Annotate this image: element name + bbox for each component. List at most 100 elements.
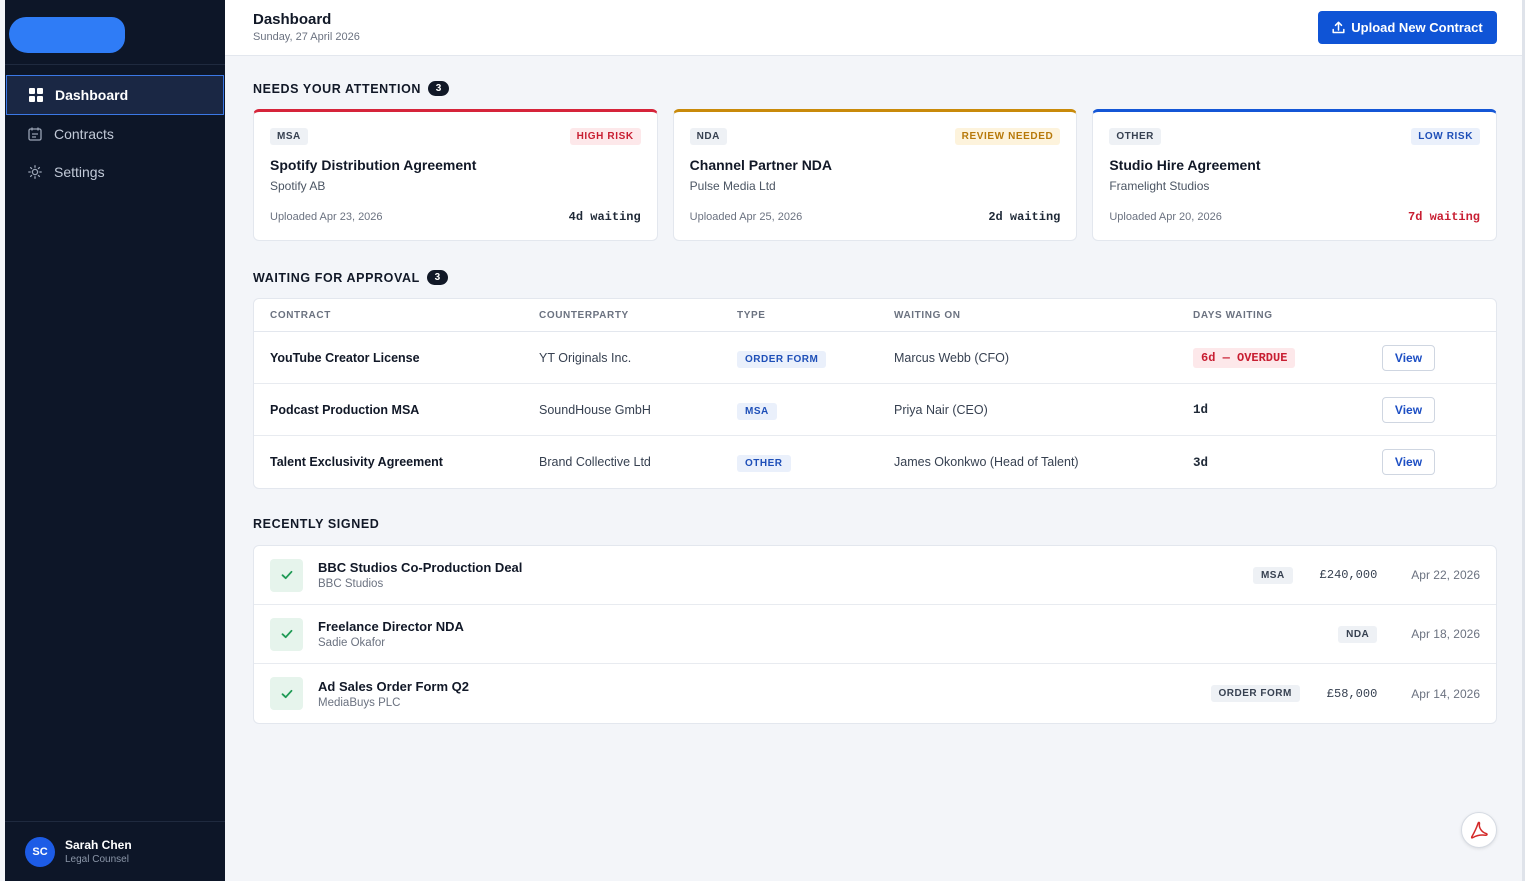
page-date: Sunday, 27 April 2026 [253,31,360,43]
risk-badge: REVIEW NEEDED [954,128,1061,145]
sidebar-item-label: Contracts [54,126,114,142]
approval-section-title: WAITING FOR APPROVAL 3 [253,270,448,285]
sidebar: Dashboard Contracts Settings SC Sarah Ch… [5,0,225,881]
user-name: Sarah Chen [65,838,132,852]
signed-date: Apr 22, 2026 [1411,568,1480,582]
sidebar-item-label: Dashboard [55,87,129,103]
type-tag: ORDER FORM [1210,685,1300,702]
calendar-icon [27,126,43,142]
section-heading: WAITING FOR APPROVAL [253,270,420,285]
view-button[interactable]: View [1382,449,1435,475]
list-item[interactable]: Freelance Director NDA Sadie Okafor NDA … [254,605,1496,664]
card-title: Spotify Distribution Agreement [270,157,477,173]
attention-cards: MSA HIGH RISK Spotify Distribution Agree… [253,109,1498,241]
table-row: YouTube Creator License YT Originals Inc… [254,332,1496,384]
attention-card[interactable]: NDA REVIEW NEEDED Channel Partner NDA Pu… [672,109,1078,241]
user-profile[interactable]: SC Sarah Chen Legal Counsel [5,821,225,881]
contract-type-tag: OTHER [1109,128,1161,145]
upload-button-label: Upload New Contract [1351,20,1483,35]
uploaded-date: Uploaded Apr 20, 2026 [1109,211,1222,223]
sidebar-item-settings[interactable]: Settings [5,153,225,191]
section-heading: RECENTLY SIGNED [253,517,380,531]
view-button[interactable]: View [1382,344,1435,371]
signed-title: Freelance Director NDA [318,619,464,634]
avatar: SC [25,836,55,867]
redacted-logo [9,17,125,53]
card-title: Channel Partner NDA [689,157,833,173]
uploaded-date: Uploaded Apr 23, 2026 [270,211,383,223]
counterparty: YT Originals Inc. [539,350,632,365]
signed-company: MediaBuys PLC [318,696,401,709]
uploaded-date: Uploaded Apr 25, 2026 [689,211,803,223]
days-waiting: 3d [1193,455,1209,470]
attention-card[interactable]: MSA HIGH RISK Spotify Distribution Agree… [253,109,658,241]
card-title: Studio Hire Agreement [1109,157,1261,173]
waiting-on: Priya Nair (CEO) [894,402,988,417]
type-tag: ORDER FORM [737,350,827,368]
column-header: DAYS WAITING [1193,309,1273,321]
view-button[interactable]: View [1382,396,1435,423]
contract-name: Talent Exclusivity Agreement [270,455,443,469]
waiting-on: James Okonkwo (Head of Talent) [894,455,1079,469]
count-badge: 3 [428,81,450,96]
list-item[interactable]: Ad Sales Order Form Q2 MediaBuys PLC ORD… [254,664,1496,723]
waiting-on: Marcus Webb (CFO) [894,350,1010,365]
contract-name: Podcast Production MSA [270,402,420,417]
upload-contract-button[interactable]: Upload New Contract [1318,11,1497,44]
column-header: COUNTERPARTY [539,309,629,321]
card-company: Framelight Studios [1109,179,1210,193]
counterparty: Brand Collective Ltd [539,455,651,469]
section-heading: NEEDS YOUR ATTENTION [253,81,422,96]
page-header: Dashboard Sunday, 27 April 2026 Upload N… [225,0,1525,56]
count-badge: 3 [426,270,448,285]
contract-type-tag: MSA [270,128,308,145]
approval-table: CONTRACT COUNTERPARTY TYPE WAITING ON DA… [253,298,1497,489]
signed-section-title: RECENTLY SIGNED [253,517,379,531]
contract-name: YouTube Creator License [270,350,420,365]
sun-gear-icon [27,164,43,180]
waiting-time: 4d waiting [568,210,641,224]
card-company: Pulse Media Ltd [689,179,776,193]
recently-signed-list: BBC Studios Co-Production Deal BBC Studi… [253,545,1497,724]
user-role: Legal Counsel [65,854,129,865]
sidebar-nav: Dashboard Contracts Settings [5,65,225,191]
check-icon [270,677,303,710]
check-icon [270,558,303,592]
scrollbar-track[interactable] [1522,0,1525,881]
column-header: CONTRACT [270,309,331,321]
sidebar-item-contracts[interactable]: Contracts [5,115,225,153]
overdue-badge: 6d — OVERDUE [1193,348,1296,368]
table-row: Podcast Production MSA SoundHouse GmbH M… [254,384,1496,436]
main-content: Dashboard Sunday, 27 April 2026 Upload N… [225,0,1525,881]
type-tag: NDA [1338,625,1378,643]
check-icon [270,617,303,651]
pdf-button[interactable] [1461,812,1497,848]
sidebar-item-dashboard[interactable]: Dashboard [6,75,224,115]
contract-type-tag: NDA [689,128,727,145]
table-row: Talent Exclusivity Agreement Brand Colle… [254,436,1496,488]
signed-company: BBC Studios [318,578,384,590]
risk-badge: HIGH RISK [569,128,641,145]
column-header: WAITING ON [894,309,961,321]
attention-section-title: NEEDS YOUR ATTENTION 3 [253,81,450,96]
list-item[interactable]: BBC Studios Co-Production Deal BBC Studi… [254,546,1496,605]
type-tag: MSA [1252,566,1293,584]
waiting-time: 2d waiting [988,210,1061,224]
waiting-time: 7d waiting [1408,210,1481,224]
signed-title: BBC Studios Co-Production Deal [318,560,523,575]
pdf-icon [1470,821,1488,839]
card-company: Spotify AB [270,179,326,193]
signed-date: Apr 18, 2026 [1411,627,1480,641]
window-edge [0,0,5,881]
risk-badge: LOW RISK [1411,128,1481,145]
page-title: Dashboard [253,11,332,28]
type-tag: OTHER [737,455,791,472]
grid-icon [28,87,44,103]
type-tag: MSA [737,402,777,420]
attention-card[interactable]: OTHER LOW RISK Studio Hire Agreement Fra… [1092,109,1498,241]
signed-date: Apr 14, 2026 [1411,686,1480,701]
column-header: TYPE [737,309,766,321]
days-waiting: 1d [1193,403,1209,417]
upload-icon [1332,21,1345,34]
signed-company: Sadie Okafor [318,637,386,649]
